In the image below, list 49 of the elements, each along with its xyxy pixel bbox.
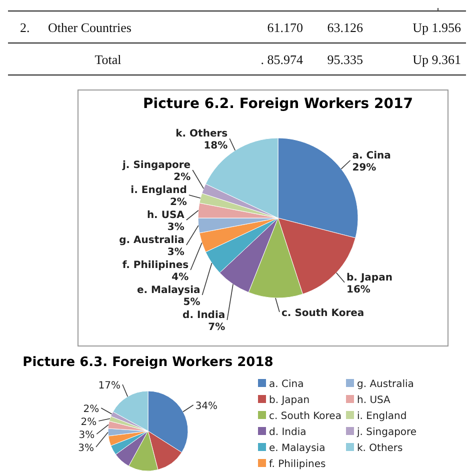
data-label: 2%	[174, 172, 191, 183]
slice-label: b. Japan	[346, 272, 392, 284]
text: 61.170	[267, 20, 303, 35]
legend-label: c. South Korea	[269, 411, 342, 422]
slice-label: d. India	[182, 310, 226, 321]
data-label: 4%	[172, 272, 189, 283]
legend-label: j. Singapore	[356, 427, 417, 438]
data-label: 3%	[78, 443, 94, 454]
slice-label: a. Cina	[352, 150, 391, 162]
slice-label: i. England	[130, 185, 187, 196]
text: . 85.974	[260, 52, 304, 67]
legend-label: g. Australia	[357, 379, 414, 390]
data-label: 2%	[170, 197, 187, 208]
chart-title: Picture 6.3. Foreign Workers 2018	[22, 355, 274, 370]
text: Up 9.361	[412, 52, 461, 67]
legend-label: b. Japan	[269, 395, 310, 406]
data-label: 16%	[346, 284, 370, 296]
text: 63.126	[327, 20, 364, 35]
slice-label: j. Singapore	[121, 160, 191, 171]
slice-label: f. Philipines	[122, 260, 189, 271]
data-label: 18%	[204, 140, 228, 152]
data-label: 2%	[83, 404, 100, 416]
slice-label: g. Australia	[119, 235, 184, 246]
legend-label: f. Philipines	[269, 459, 326, 470]
data-label: 34%	[195, 400, 218, 412]
chart-title: Picture 6.2. Foreign Workers 2017	[143, 96, 413, 112]
text: Total	[94, 52, 122, 67]
data-label: 29%	[352, 162, 376, 174]
legend-label: a. Cina	[269, 379, 304, 390]
legend-label: h. USA	[357, 395, 391, 406]
data-label: 5%	[183, 297, 200, 308]
data-label: 3%	[167, 222, 184, 233]
legend-label: i. England	[357, 411, 407, 422]
slice-label: e. Malaysia	[136, 285, 200, 296]
data-label: 3%	[78, 430, 95, 442]
data-label: 3%	[167, 247, 184, 258]
legend-label: d. India	[269, 427, 306, 438]
legend-label: e. Malaysia	[269, 443, 326, 454]
text: 95.335	[327, 52, 363, 67]
text: 2.	[20, 20, 30, 35]
data-label: 2%	[80, 417, 97, 428]
slice-label: k. Others	[176, 128, 228, 140]
slice-label: h. USA	[146, 210, 185, 221]
text: Other Countries	[48, 20, 132, 35]
text: Up 1.956	[412, 20, 462, 35]
data-label: 7%	[208, 322, 226, 333]
slice-label: c. South Korea	[281, 308, 364, 319]
legend-label: k. Others	[357, 443, 403, 454]
data-label: 17%	[98, 380, 121, 392]
